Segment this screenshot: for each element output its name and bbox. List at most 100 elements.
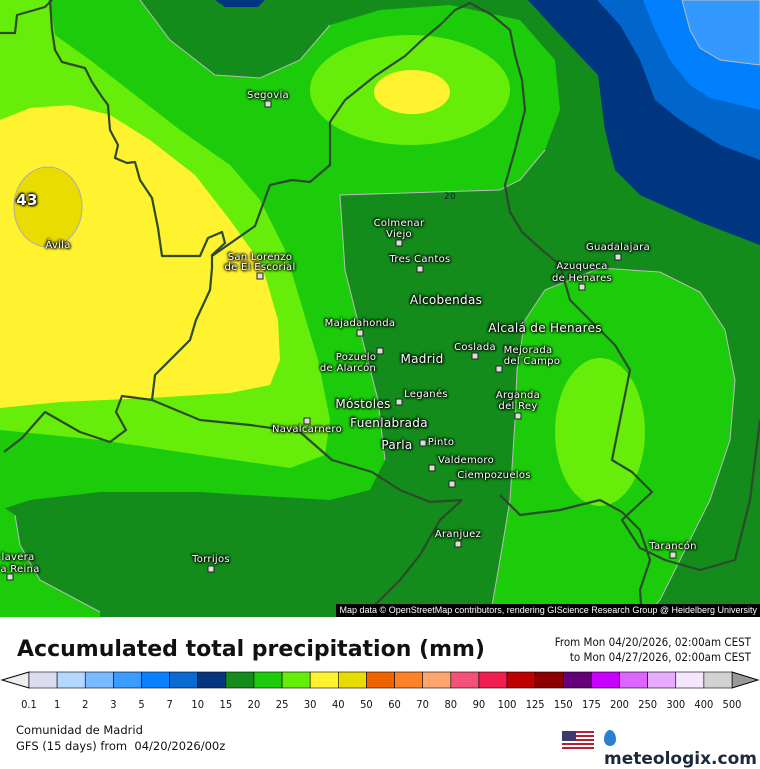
model-run: GFS (15 days) from 04/20/2026/00z [16,739,226,753]
legend-over-arrow [731,671,760,689]
city-label: Fuenlabrada [350,416,428,430]
city-label: Colmenar [373,218,425,229]
city-label: San Lorenzo [227,252,293,263]
city-label: Torrijos [192,554,230,565]
contour-30-40-north [374,70,450,114]
city-label: Pinto [427,437,455,448]
legend-color-cell [84,671,114,689]
legend-tick-label: 300 [666,698,685,711]
city-label: Viejo [386,229,412,240]
legend-color-cell [394,671,423,689]
legend-tick-label: 7 [166,698,172,711]
legend-color-cell [225,671,255,689]
city-marker [669,551,677,559]
city-label: lavera [1,552,35,563]
legend-tick-label: 250 [638,698,657,711]
contour-40-50-avila [13,166,83,248]
legend-tick-label: 3 [110,698,116,711]
city-marker [448,480,456,488]
city-marker [419,439,427,447]
city-marker [256,272,264,280]
legend-tick-label: 150 [554,698,573,711]
map-canvas [0,0,760,617]
us-flag-icon[interactable] [562,731,594,751]
legend-tick-label: 50 [360,698,373,711]
legend-color-cell [675,671,705,689]
city-marker [514,412,522,420]
legend-tick-label: 175 [582,698,601,711]
legend-color-cell [647,671,677,689]
city-marker [495,365,503,373]
city-marker [376,347,384,355]
city-marker [303,417,311,425]
legend-color-cell [562,671,592,689]
city-label: Madrid [400,352,444,366]
city-marker [395,239,403,247]
region-name: Comunidad de Madrid [16,723,143,737]
max-value-label: 43 [16,191,38,209]
city-label: Coslada [454,342,496,353]
map-attribution: Map data © OpenStreetMap contributors, r… [335,604,760,617]
contour-20-25-southwest [0,505,100,617]
contour-label: 20 [443,192,457,202]
city-label: de Alarcón [319,363,377,374]
legend-tick-label: 80 [445,698,458,711]
city-label: Valdemoro [437,455,495,466]
legend-color-cell [197,671,227,689]
city-label: Alcalá de Henares [488,321,602,335]
city-label: Mejorada [503,345,553,356]
city-marker [207,565,215,573]
legend-color-cell [534,671,564,689]
city-label: Parla [381,438,413,452]
legend-color-cell [28,671,58,689]
city-marker [416,265,424,273]
brand-text: meteologix.com [604,749,757,769]
city-label: del Rey [498,401,538,412]
legend-color-cell [309,671,339,689]
city-label: Tarancón [649,541,697,552]
legend-color-cell [450,671,480,689]
legend-color-cell [113,671,142,689]
legend-color-cell [619,671,648,689]
legend-color-cell [281,671,311,689]
legend-color-cell [56,671,86,689]
period-from: From Mon 04/20/2026, 02:00am CEST [554,635,751,649]
city-label: Móstoles [335,397,391,411]
legend-tick-label: 125 [526,698,545,711]
meteologix-logo[interactable]: meteologix.com [604,729,760,769]
contour-10-15-top [215,0,265,7]
city-label: Tres Cantos [389,254,451,265]
legend-tick-label: 400 [694,698,713,711]
city-label: del Campo [503,356,561,367]
legend-color-cell [366,671,395,689]
city-label: Segovia [247,90,289,101]
legend-tick-label: 5 [138,698,144,711]
legend-color-cell [141,671,170,689]
city-label: a Reina [0,564,40,575]
city-marker [6,573,14,581]
contour-3-5 [681,0,760,66]
legend-color-cell [422,671,452,689]
city-marker [356,329,364,337]
legend-tick-label: 2 [82,698,88,711]
legend-color-cell [506,671,536,689]
legend-tick-label: 70 [416,698,429,711]
legend-tick-label: 90 [473,698,486,711]
legend-tick-label: 60 [388,698,401,711]
legend-tick-label: 20 [248,698,261,711]
city-marker [428,464,436,472]
legend-color-cell [591,671,620,689]
city-label: Ávila [45,240,71,251]
precipitation-map[interactable]: 43 20 Segovia Ávila San Lorenzo de El Es… [0,0,760,617]
city-marker [471,352,479,360]
city-label: de El Escorial [224,262,296,273]
color-scale-legend: 0.1 1 2 3 5 7 10 15 20 25 30 40 50 60 70 80 90 100 125 150 1… [0,671,760,711]
legend-tick-label: 200 [610,698,629,711]
legend-tick-label: 15 [220,698,233,711]
legend-title: Accumulated total precipitation (mm) [17,637,485,662]
legend-tick-label: 40 [332,698,345,711]
province-borders [0,0,760,617]
city-label: Guadalajara [585,242,651,253]
logo-drop-icon [604,730,616,746]
contour-25-30-east [555,358,645,506]
